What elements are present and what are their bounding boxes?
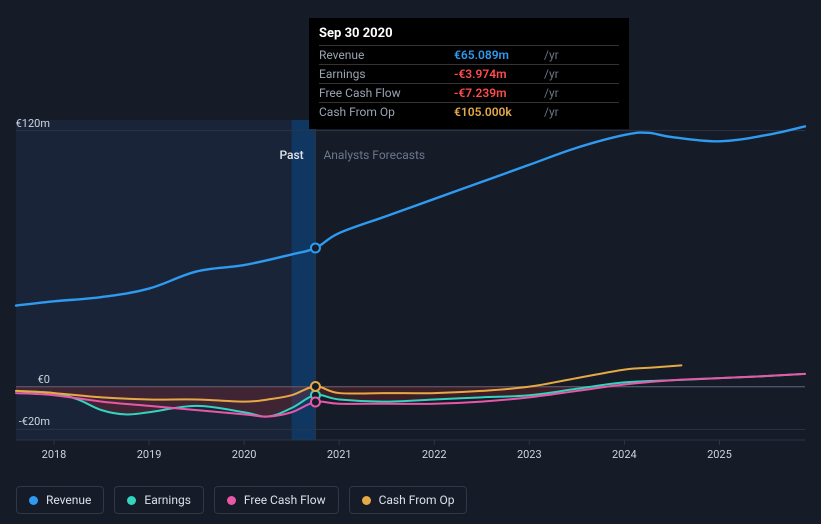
tooltip-row-unit: /yr xyxy=(544,65,619,84)
x-tick-label: 2018 xyxy=(34,448,74,461)
legend-dot-icon xyxy=(29,496,38,505)
legend-item-revenue[interactable]: Revenue xyxy=(16,486,104,514)
legend-label: Earnings xyxy=(144,493,191,507)
legend: Revenue Earnings Free Cash Flow Cash From O… xyxy=(16,486,467,514)
tooltip-row-label: Cash From Op xyxy=(319,103,454,122)
y-tick-label: €0 xyxy=(2,373,50,386)
tooltip: Sep 30 2020 Revenue€65.089m/yrEarnings-€… xyxy=(309,18,629,129)
tooltip-row: Cash From Op€105.000k/yr xyxy=(319,103,619,122)
x-tick-label: 2022 xyxy=(414,448,454,461)
tooltip-row: Free Cash Flow-€7.239m/yr xyxy=(319,84,619,103)
tooltip-row-unit: /yr xyxy=(544,46,619,65)
tooltip-row-label: Revenue xyxy=(319,46,454,65)
legend-item-earnings[interactable]: Earnings xyxy=(114,486,204,514)
tooltip-row-unit: /yr xyxy=(544,103,619,122)
legend-label: Free Cash Flow xyxy=(244,493,326,507)
tooltip-row-value: €65.089m xyxy=(454,46,544,65)
x-tick-label: 2023 xyxy=(509,448,549,461)
tooltip-date: Sep 30 2020 xyxy=(319,26,619,45)
forecast-label: Analysts Forecasts xyxy=(323,148,425,162)
x-tick-label: 2025 xyxy=(699,448,739,461)
y-tick-label: -€20m xyxy=(2,415,50,428)
x-tick-label: 2021 xyxy=(319,448,359,461)
x-tick-label: 2019 xyxy=(129,448,169,461)
past-label: Past xyxy=(279,148,303,162)
tooltip-row-label: Earnings xyxy=(319,65,454,84)
tooltip-row-value: -€3.974m xyxy=(454,65,544,84)
tooltip-table: Revenue€65.089m/yrEarnings-€3.974m/yrFre… xyxy=(319,45,619,121)
legend-label: Revenue xyxy=(46,493,91,507)
chart-container: Past Analysts Forecasts Sep 30 2020 Reve… xyxy=(0,0,821,524)
legend-dot-icon xyxy=(127,496,136,505)
tooltip-row-value: €105.000k xyxy=(454,103,544,122)
y-tick-label: €120m xyxy=(2,117,50,130)
legend-item-cfo[interactable]: Cash From Op xyxy=(349,486,468,514)
legend-label: Cash From Op xyxy=(379,493,455,507)
tooltip-row: Revenue€65.089m/yr xyxy=(319,46,619,65)
tooltip-row: Earnings-€3.974m/yr xyxy=(319,65,619,84)
legend-item-fcf[interactable]: Free Cash Flow xyxy=(214,486,339,514)
x-tick-label: 2020 xyxy=(224,448,264,461)
legend-dot-icon xyxy=(227,496,236,505)
tooltip-row-value: -€7.239m xyxy=(454,84,544,103)
tooltip-row-unit: /yr xyxy=(544,84,619,103)
x-tick-label: 2024 xyxy=(604,448,644,461)
legend-dot-icon xyxy=(362,496,371,505)
tooltip-row-label: Free Cash Flow xyxy=(319,84,454,103)
